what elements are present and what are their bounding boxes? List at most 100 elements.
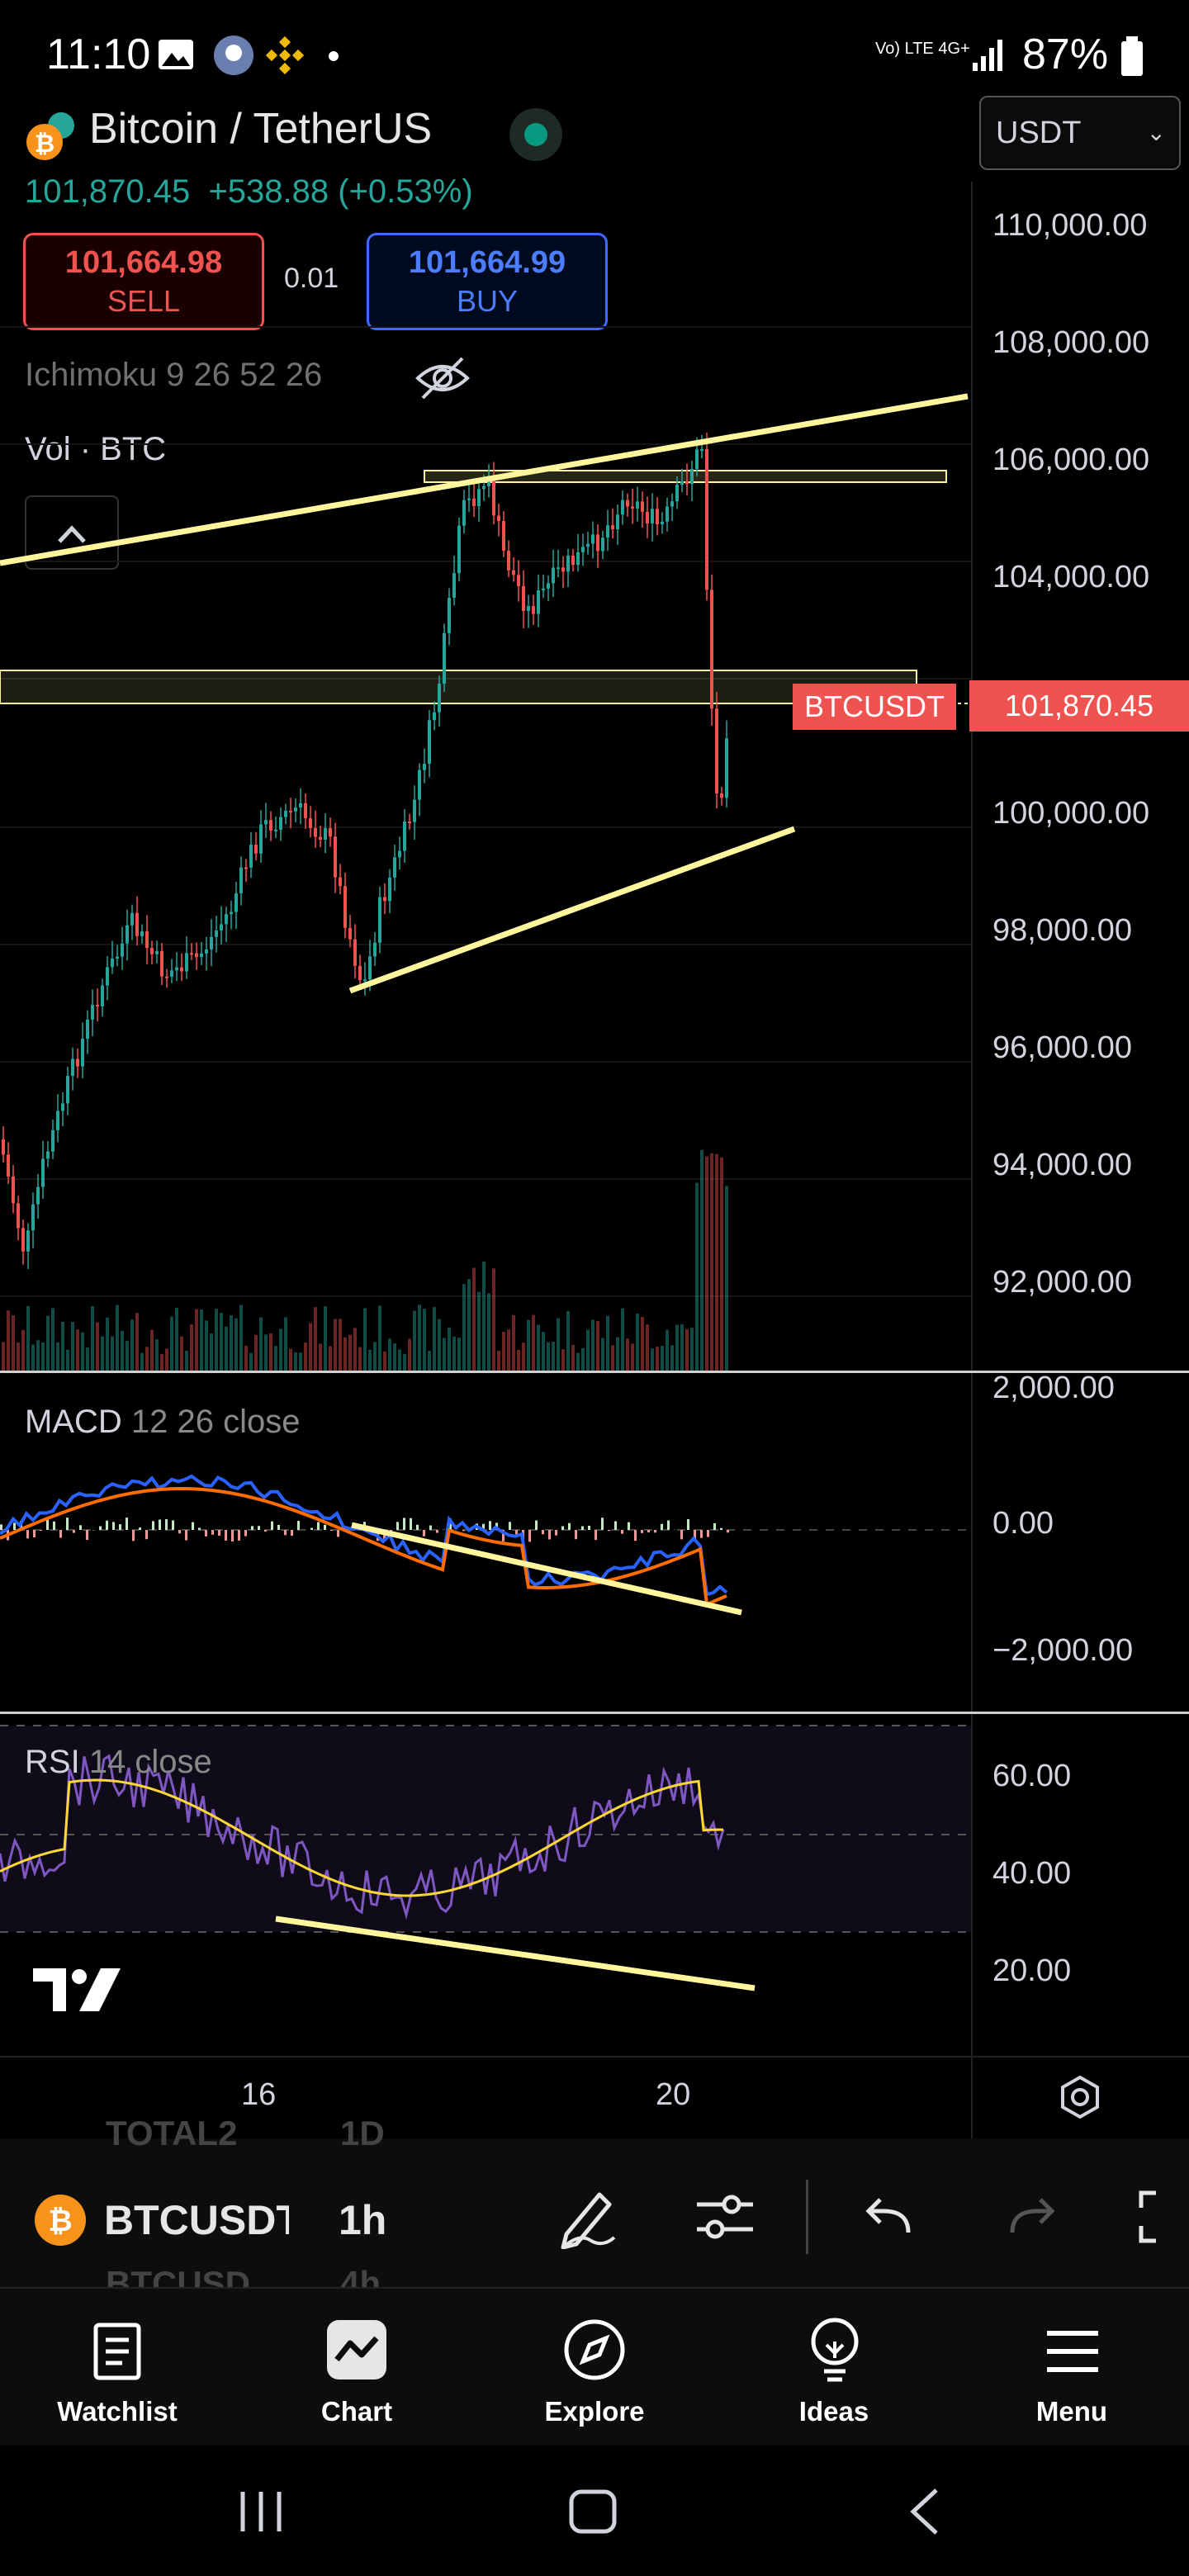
volume-bar bbox=[571, 1345, 575, 1371]
volume-bar bbox=[433, 1307, 436, 1371]
price-axis[interactable] bbox=[971, 182, 1189, 1371]
candle-body bbox=[413, 799, 416, 822]
volume-bar bbox=[621, 1308, 624, 1371]
price-chart[interactable] bbox=[0, 182, 971, 1371]
ichimoku-legend[interactable]: Ichimoku 9 26 52 26 bbox=[25, 357, 323, 393]
back-icon[interactable] bbox=[902, 2487, 948, 2536]
histogram-bar bbox=[310, 1527, 313, 1530]
interval-selector[interactable]: 1h bbox=[339, 2197, 387, 2243]
macd-axis[interactable] bbox=[971, 1373, 1189, 1712]
candle-body bbox=[304, 803, 307, 819]
volume-bar bbox=[517, 1349, 520, 1371]
candle-body bbox=[339, 877, 342, 887]
volume-bar bbox=[121, 1330, 124, 1371]
volume-bar bbox=[512, 1314, 515, 1371]
volume-bar bbox=[631, 1343, 634, 1371]
rsi-axis[interactable] bbox=[971, 1714, 1189, 2056]
nav-menu[interactable]: Menu bbox=[973, 2305, 1171, 2437]
symbol-title[interactable]: Bitcoin / TetherUS bbox=[89, 105, 433, 153]
volume-bar bbox=[487, 1293, 490, 1371]
collapse-legend-button[interactable] bbox=[25, 495, 119, 570]
nav-watchlist[interactable]: Watchlist bbox=[18, 2305, 216, 2437]
histogram-bar bbox=[449, 1518, 452, 1530]
volume-bar bbox=[482, 1262, 486, 1371]
histogram-bar bbox=[661, 1523, 663, 1530]
volume-legend[interactable]: Vol · BTC bbox=[25, 431, 167, 467]
macd-label: MACD bbox=[25, 1404, 122, 1440]
draw-pen-icon[interactable] bbox=[555, 2183, 621, 2249]
candle-body bbox=[705, 449, 708, 590]
candle-body bbox=[180, 967, 183, 972]
candle-body bbox=[398, 850, 401, 858]
recent-apps-icon[interactable] bbox=[234, 2487, 287, 2536]
volume-bar bbox=[12, 1315, 15, 1371]
candle-body bbox=[329, 828, 332, 837]
candle-body bbox=[86, 1019, 89, 1039]
histogram-bar bbox=[641, 1530, 643, 1533]
redo-icon[interactable] bbox=[1004, 2193, 1057, 2242]
histogram-bar bbox=[647, 1530, 650, 1533]
hide-eye-icon[interactable] bbox=[413, 353, 472, 403]
candle-body bbox=[91, 1005, 94, 1020]
nav-explore[interactable]: Explore bbox=[495, 2305, 694, 2437]
candle-body bbox=[383, 897, 386, 902]
ghost-interval-above: 1D bbox=[340, 2114, 385, 2152]
histogram-bar bbox=[0, 1524, 2, 1530]
pane-divider[interactable] bbox=[0, 1371, 1189, 1373]
candle-body bbox=[160, 950, 163, 977]
fullscreen-icon[interactable] bbox=[1136, 2188, 1189, 2246]
nav-watchlist-label: Watchlist bbox=[57, 2396, 178, 2427]
currency-select[interactable]: USDT ⌄ bbox=[979, 96, 1181, 170]
home-icon[interactable] bbox=[566, 2487, 619, 2536]
volume-bar bbox=[51, 1308, 54, 1371]
volume-bar bbox=[616, 1337, 619, 1371]
volume-bar bbox=[561, 1349, 565, 1371]
volume-bar bbox=[507, 1329, 510, 1371]
volume-bar bbox=[353, 1328, 357, 1371]
candle-body bbox=[685, 481, 689, 485]
buy-button[interactable]: 101,664.99 BUY bbox=[367, 233, 608, 330]
pane-divider[interactable] bbox=[0, 1712, 1189, 1714]
rsi-legend[interactable]: RSI 14 close bbox=[25, 1744, 212, 1781]
price-tick: 96,000.00 bbox=[992, 1030, 1133, 1065]
volume-bar bbox=[7, 1310, 10, 1371]
price-change: +538.88 (+0.53%) bbox=[208, 173, 473, 210]
volume-bar bbox=[329, 1346, 332, 1371]
candle-body bbox=[254, 845, 258, 854]
candle-body bbox=[234, 893, 238, 912]
nav-chart[interactable]: Chart bbox=[258, 2305, 456, 2437]
macd-legend[interactable]: MACD 12 26 close bbox=[25, 1404, 301, 1441]
volume-bar bbox=[185, 1350, 188, 1371]
candle-body bbox=[215, 930, 218, 937]
symbol-selector[interactable]: ₿ BTCUSDT bbox=[33, 2188, 289, 2254]
toolbar-border bbox=[0, 2287, 1189, 2289]
volume-bar bbox=[56, 1342, 59, 1371]
histogram-bar bbox=[489, 1521, 491, 1530]
histogram-bar bbox=[66, 1518, 69, 1530]
bottom-nav: Watchlist Chart Explore Ideas Menu bbox=[0, 2289, 1189, 2446]
histogram-bar bbox=[244, 1530, 247, 1537]
undo-icon[interactable] bbox=[864, 2193, 917, 2242]
macd-chart[interactable] bbox=[0, 1373, 971, 1712]
histogram-bar bbox=[594, 1530, 597, 1541]
trendline bbox=[275, 1915, 756, 1991]
rsi-chart[interactable] bbox=[0, 1714, 971, 2056]
volume-bar bbox=[244, 1345, 248, 1371]
chart-settings-icon[interactable] bbox=[1057, 2074, 1103, 2120]
candle-body bbox=[116, 956, 119, 959]
histogram-bar bbox=[601, 1518, 604, 1530]
candle-body bbox=[477, 489, 481, 507]
indicators-sliders-icon[interactable] bbox=[694, 2188, 756, 2246]
candle-body bbox=[482, 485, 486, 490]
histogram-bar bbox=[178, 1530, 181, 1534]
histogram-bar bbox=[515, 1530, 518, 1536]
histogram-bar bbox=[324, 1524, 326, 1530]
nav-ideas[interactable]: Ideas bbox=[735, 2305, 933, 2437]
volume-bar bbox=[106, 1317, 109, 1371]
volume-bar bbox=[358, 1347, 362, 1371]
sell-button[interactable]: 101,664.98 SELL bbox=[23, 233, 264, 330]
histogram-bar bbox=[53, 1521, 55, 1530]
histogram-bar bbox=[59, 1530, 62, 1538]
candle-body bbox=[21, 1228, 25, 1252]
rsi-ma-line bbox=[0, 1778, 724, 1897]
